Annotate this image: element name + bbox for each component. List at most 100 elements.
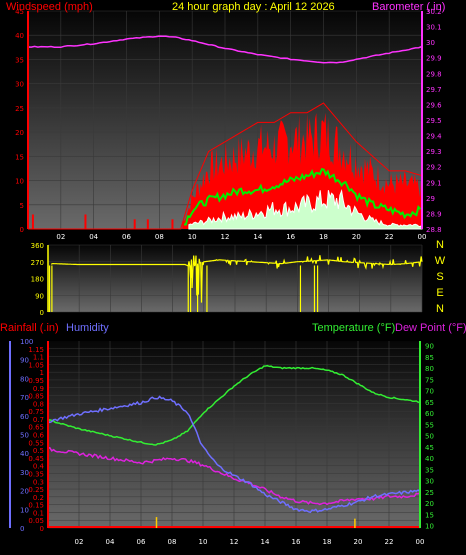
x-tick: 22 <box>385 233 394 241</box>
x-tick: 16 <box>286 233 295 241</box>
temp-tick: 45 <box>425 444 434 452</box>
windspeed-label: Windspeed (mph) <box>6 1 93 13</box>
wind-tick: 15 <box>15 153 24 161</box>
rain-tick: 0.05 <box>28 517 44 525</box>
rain-tick: 0.3 <box>33 478 44 486</box>
humidity-tick: 20 <box>20 488 29 496</box>
temp-tick: 30 <box>425 478 434 486</box>
chart-title: 24 hour graph day : April 12 2026 <box>172 1 335 13</box>
x-tick: 10 <box>199 538 208 546</box>
x-tick: 14 <box>253 233 262 241</box>
temp-tick: 70 <box>425 388 434 396</box>
x-tick: 04 <box>106 538 115 546</box>
direction-letter: N <box>436 303 444 315</box>
direction-tick: 90 <box>35 292 44 300</box>
temp-tick: 25 <box>425 489 434 497</box>
rain-tick: 0.8 <box>33 400 44 408</box>
barometer-tick: 29.7 <box>426 86 442 94</box>
humidity-tick: 50 <box>20 432 29 440</box>
x-tick: 20 <box>354 538 363 546</box>
direction-letter: W <box>435 255 446 267</box>
x-tick: 18 <box>323 538 332 546</box>
rain-tick: 0.1 <box>33 509 44 517</box>
direction-letter: N <box>436 239 444 251</box>
wind-speed-series <box>182 112 422 229</box>
rain-tick: 0.2 <box>33 494 44 502</box>
direction-tick: 0 <box>40 309 44 317</box>
rain-tick: 0.35 <box>28 470 44 478</box>
temp-tick: 10 <box>425 523 434 531</box>
barometer-tick: 29 <box>426 195 435 203</box>
rainfall-label: Rainfall (.in) <box>0 322 59 334</box>
temp-tick: 80 <box>425 365 434 373</box>
x-tick: 00 <box>418 233 427 241</box>
rain-tick: 0 <box>40 525 44 533</box>
wind-tick: 45 <box>15 8 24 16</box>
temp-tick: 85 <box>425 354 434 362</box>
wind-tick: 35 <box>15 56 24 64</box>
wind-tick: 40 <box>15 32 24 40</box>
barometer-tick: 29.4 <box>426 133 442 141</box>
x-tick: 06 <box>122 233 131 241</box>
temp-tick: 90 <box>425 343 434 351</box>
direction-tick: 270 <box>31 259 44 267</box>
rain-tick: 0.45 <box>28 455 44 463</box>
x-tick: 04 <box>89 233 98 241</box>
x-tick: 12 <box>230 538 239 546</box>
humidity-tick: 40 <box>20 450 29 458</box>
x-tick: 02 <box>75 538 84 546</box>
humidity-label: Humidity <box>66 322 109 334</box>
humidity-tick: 30 <box>20 469 29 477</box>
avg-wind-series <box>184 168 422 226</box>
barometer-tick: 29.1 <box>426 179 442 187</box>
barometer-tick: 28.9 <box>426 210 442 218</box>
rain-tick: 1.05 <box>28 361 44 369</box>
humidity-series <box>47 395 421 514</box>
rain-tick: 0.55 <box>28 439 44 447</box>
direction-tick: 360 <box>31 242 44 250</box>
barometer-tick: 29.6 <box>426 101 442 109</box>
x-tick: 18 <box>319 233 328 241</box>
temp-tick: 60 <box>425 410 434 418</box>
barometer-tick: 30.1 <box>426 24 442 32</box>
x-tick: 20 <box>352 233 361 241</box>
barometer-series <box>27 35 423 64</box>
x-tick: 14 <box>261 538 270 546</box>
rain-tick: 0.4 <box>33 463 45 471</box>
temp-tick: 65 <box>425 399 434 407</box>
temperature-series <box>47 364 421 446</box>
wind-tick: 0 <box>20 226 24 234</box>
direction-letter: E <box>436 287 443 299</box>
gust-series <box>28 102 423 230</box>
temp-tick: 75 <box>425 376 434 384</box>
direction-tick: 180 <box>31 276 44 284</box>
rain-tick: 0.65 <box>28 424 44 432</box>
humidity-tick: 10 <box>20 506 29 514</box>
humidity-tick: 100 <box>20 338 33 346</box>
wind-tick: 25 <box>15 105 24 113</box>
rain-tick: 0.5 <box>33 447 44 455</box>
rain-tick: 0.95 <box>28 377 44 385</box>
direction-series <box>50 255 423 303</box>
humidity-tick: 70 <box>20 394 29 402</box>
temp-tick: 40 <box>425 455 434 463</box>
rain-tick: 1 <box>40 369 44 377</box>
x-tick: 08 <box>168 538 177 546</box>
rain-tick: 0.9 <box>33 385 44 393</box>
rain-tick: 1.15 <box>28 346 44 354</box>
temp-tick: 50 <box>425 433 434 441</box>
x-tick: 08 <box>155 233 164 241</box>
temp-tick: 55 <box>425 421 434 429</box>
wind-tick: 30 <box>15 81 24 89</box>
direction-letter: S <box>436 271 443 283</box>
x-tick: 00 <box>416 538 425 546</box>
rain-tick: 1.1 <box>33 354 44 362</box>
wind-tick: 10 <box>15 178 24 186</box>
barometer-label: Barometer (.in) <box>372 1 445 13</box>
rain-tick: 0.85 <box>28 393 44 401</box>
humidity-tick: 90 <box>20 357 29 365</box>
dewpoint-series <box>48 447 421 506</box>
barometer-tick: 29.9 <box>426 55 442 63</box>
humidity-tick: 80 <box>20 375 29 383</box>
